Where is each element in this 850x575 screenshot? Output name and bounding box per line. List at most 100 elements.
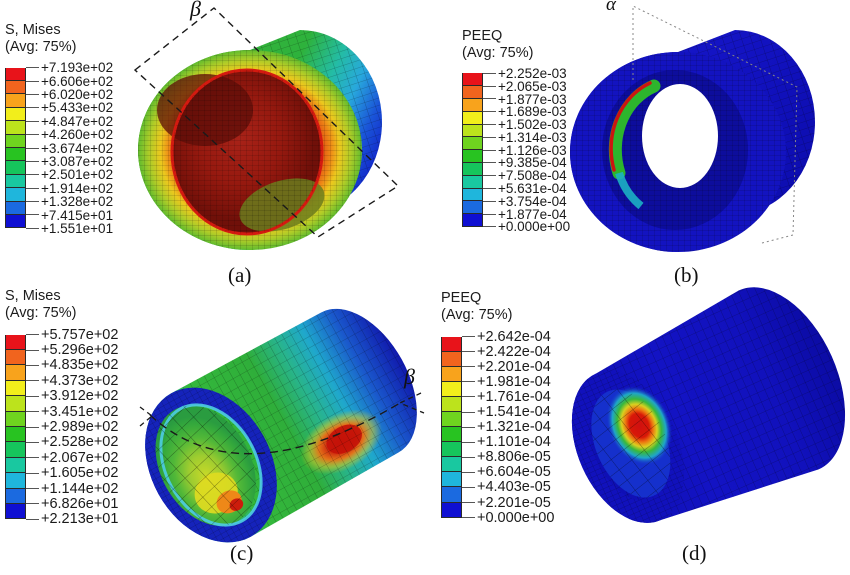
legend-value: +0.000e+00 [477,509,555,526]
tick-mark [483,111,496,113]
plane-label-beta-c: β [404,364,415,389]
legend-values: +5.757e+02 +5.296e+02 +4.835e+02 +4.373e+02… [26,327,118,527]
legend-value: +1.144e+02 [41,480,119,497]
tick-mark [26,201,39,203]
legend-value: +1.321e-04 [477,419,551,436]
tick-mark [462,336,475,338]
legend-value-row: +1.981e-04 [462,374,554,390]
legend-value-row: +1.314e-03 [483,130,570,145]
tick-mark [462,381,475,383]
tick-mark [26,67,39,69]
legend-swatch [5,334,26,351]
legend-value: +0.000e+00 [498,219,571,235]
tick-mark [26,80,39,82]
legend-value-row: +2.213e+01 [26,511,119,528]
legend-value: +1.328e+02 [41,194,114,210]
legend-value-row: +3.674e+02 [26,140,114,156]
legend-value: +3.754e-04 [498,193,567,209]
mesh-overlay [155,405,256,526]
legend-swatch [5,174,26,189]
legend-value: +6.604e-05 [477,464,551,481]
legend-value-row: +1.321e-04 [462,419,554,436]
legend-swatch [441,457,462,473]
legend-value: +1.877e-04 [498,206,567,222]
legend-value-row: +4.835e+02 [26,357,118,373]
legend-title: PEEQ [462,28,503,44]
legend-value: +4.847e+02 [41,113,114,129]
legend-swatch [462,175,483,189]
legend-value: +1.502e-03 [498,117,567,133]
legend-swatch [5,214,26,229]
legend-swatch [462,214,483,227]
legend-swatch [5,442,26,458]
legend-swatch [462,124,483,138]
legend-value-row: +3.087e+02 [26,154,113,169]
legend-value-row: +3.912e+02 [26,388,118,404]
tick-mark [26,134,39,136]
legend-value-row: +9.385e-04 [483,155,570,170]
legend-value: +8.806e-05 [477,449,551,466]
caption-b: (b) [674,263,699,287]
model-b-hotspot-teal [615,171,644,210]
legend-value: +2.213e+01 [41,511,119,528]
legend-value: +5.296e+02 [41,342,119,359]
tick-mark [26,349,39,351]
tick-mark [26,518,39,520]
legend-value-row: +4.847e+02 [26,113,114,129]
legend-value: +1.541e-04 [477,404,551,421]
plane-label-beta-a: β [190,0,201,21]
section-plane-beta-a [133,7,400,238]
tick-mark [462,502,475,504]
tick-mark [462,426,475,428]
legend-swatch [5,67,26,82]
legend-swatch [5,188,26,202]
tick-mark [462,396,475,398]
tick-mark [26,174,39,176]
legend-value: +1.101e-04 [477,434,551,451]
tick-mark [462,366,475,368]
legend-value: +2.201e-05 [477,494,551,511]
legend-swatch [5,457,26,474]
tick-mark [483,98,496,100]
legend-value-row: +1.761e-04 [462,389,554,405]
legend-peeq-d: PEEQ (Avg: 75%) +2.642e-04 +2.422e-04 +2.2… [441,290,555,526]
legend-title: S, Mises [5,288,61,304]
legend-swatch [462,73,483,87]
legend-value-row: +2.067e+02 [26,449,119,466]
legend-value-row: +6.020e+02 [26,87,113,102]
legend-values: +2.252e-03 +2.065e-03 +1.877e-03 +1.689e-03… [483,66,571,235]
tick-mark [483,162,496,164]
legend-value: +3.674e+02 [41,140,114,156]
mesh-overlay [591,389,671,498]
legend-value-row: +1.877e-03 [483,92,570,107]
mesh-overlay [172,70,322,234]
legend-swatch [462,162,483,176]
tick-mark [483,85,496,87]
tick-mark [26,441,39,443]
legend-value-row: +0.000e+00 [462,509,555,526]
legend-value-row: +7.415e+01 [26,208,113,223]
legend-value: +3.451e+02 [41,403,119,420]
legend-value-row: +5.757e+02 [26,327,118,343]
legend-value: +7.193e+02 [41,60,114,76]
legend-value-row: +1.541e-04 [462,404,554,421]
tick-mark [462,471,475,473]
tick-mark [26,160,39,162]
legend-swatch [441,336,462,352]
tick-mark [26,227,39,229]
legend-mises-c: S, Mises (Avg: 75%) +5.757e+02 +5.296e+02… [5,288,118,527]
tick-mark [483,72,496,74]
legend-value-row: +7.193e+02 [26,60,114,76]
legend-swatch [5,81,26,95]
legend-value: +2.422e-04 [477,343,551,360]
legend-title: PEEQ [441,290,482,306]
legend-swatch [441,396,462,413]
legend-value: +2.067e+02 [41,449,119,466]
tick-mark [26,488,39,490]
legend-value-row: +5.433e+02 [26,100,113,115]
legend-swatch [441,381,462,397]
legend-value: +2.989e+02 [41,419,119,436]
legend-value: +4.260e+02 [41,127,114,143]
legend-swatch [441,487,462,503]
